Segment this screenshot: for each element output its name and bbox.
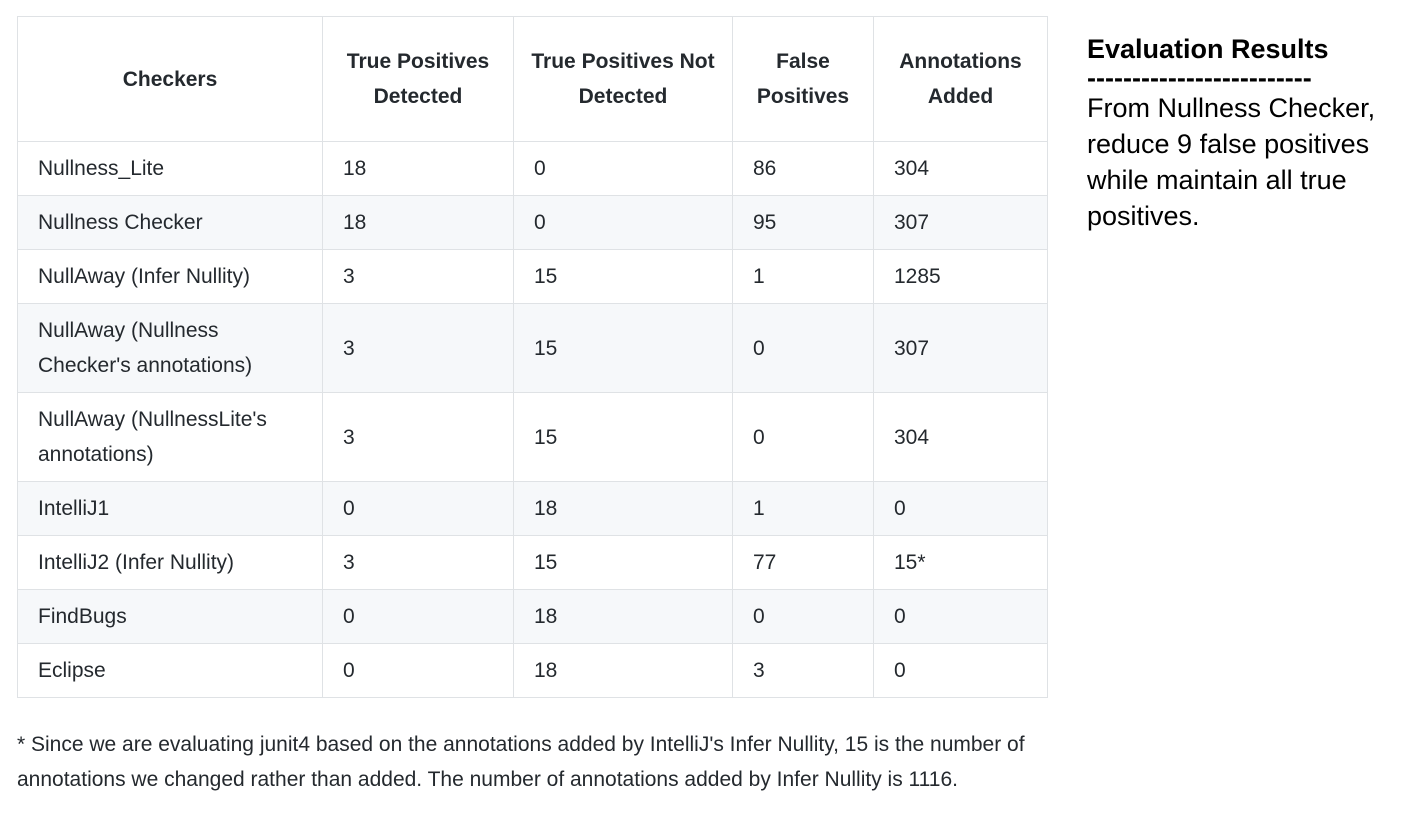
cell-checker: NullAway (Infer Nullity) <box>17 249 323 304</box>
cell-tp-detected: 0 <box>322 643 514 698</box>
cell-checker: Nullness Checker <box>17 195 323 250</box>
table-header-row: Checkers True Positives Detected True Po… <box>17 16 1048 142</box>
cell-annotations-added: 0 <box>873 481 1048 536</box>
cell-false-positives: 1 <box>732 481 874 536</box>
table-row: NullAway (Infer Nullity) 3 15 1 1285 <box>17 249 1048 304</box>
cell-tp-detected: 18 <box>322 195 514 250</box>
evaluation-summary-panel: Evaluation Results ---------------------… <box>1087 30 1419 234</box>
cell-annotations-added: 307 <box>873 195 1048 250</box>
header-annotations-added: Annotations Added <box>873 16 1048 142</box>
table-row: Eclipse 0 18 3 0 <box>17 643 1048 698</box>
cell-checker: NullAway (NullnessLite's annotations) <box>17 392 323 482</box>
cell-checker: IntelliJ2 (Infer Nullity) <box>17 535 323 590</box>
cell-tp-not-detected: 18 <box>513 643 733 698</box>
summary-title: Evaluation Results <box>1087 34 1329 64</box>
header-tp-detected: True Positives Detected <box>322 16 514 142</box>
cell-tp-detected: 0 <box>322 481 514 536</box>
cell-annotations-added: 0 <box>873 643 1048 698</box>
cell-tp-not-detected: 0 <box>513 195 733 250</box>
cell-false-positives: 1 <box>732 249 874 304</box>
table-row: NullAway (Nullness Checker's annotations… <box>17 303 1048 393</box>
cell-tp-detected: 3 <box>322 303 514 393</box>
table-row: Nullness_Lite 18 0 86 304 <box>17 141 1048 196</box>
cell-false-positives: 0 <box>732 589 874 644</box>
table-row: FindBugs 0 18 0 0 <box>17 589 1048 644</box>
cell-tp-detected: 3 <box>322 392 514 482</box>
cell-annotations-added: 0 <box>873 589 1048 644</box>
cell-tp-detected: 3 <box>322 535 514 590</box>
cell-annotations-added: 304 <box>873 392 1048 482</box>
cell-tp-not-detected: 15 <box>513 535 733 590</box>
table-row: IntelliJ1 0 18 1 0 <box>17 481 1048 536</box>
results-table-container: Checkers True Positives Detected True Po… <box>17 16 1048 698</box>
table-footnote: * Since we are evaluating junit4 based o… <box>17 733 1025 791</box>
summary-text: From Nullness Checker, reduce 9 false po… <box>1087 93 1376 231</box>
cell-annotations-added: 307 <box>873 303 1048 393</box>
cell-annotations-added: 1285 <box>873 249 1048 304</box>
cell-checker: NullAway (Nullness Checker's annotations… <box>17 303 323 393</box>
cell-tp-not-detected: 18 <box>513 589 733 644</box>
cell-checker: IntelliJ1 <box>17 481 323 536</box>
cell-false-positives: 0 <box>732 303 874 393</box>
cell-checker: Nullness_Lite <box>17 141 323 196</box>
cell-annotations-added: 304 <box>873 141 1048 196</box>
cell-tp-not-detected: 0 <box>513 141 733 196</box>
cell-false-positives: 95 <box>732 195 874 250</box>
table-row: IntelliJ2 (Infer Nullity) 3 15 77 15* <box>17 535 1048 590</box>
header-checkers: Checkers <box>17 16 323 142</box>
results-table: Checkers True Positives Detected True Po… <box>17 16 1048 698</box>
cell-false-positives: 77 <box>732 535 874 590</box>
cell-false-positives: 86 <box>732 141 874 196</box>
cell-annotations-added: 15* <box>873 535 1048 590</box>
cell-tp-not-detected: 15 <box>513 392 733 482</box>
cell-false-positives: 0 <box>732 392 874 482</box>
header-tp-not-detected: True Positives Not Detected <box>513 16 733 142</box>
cell-tp-not-detected: 18 <box>513 481 733 536</box>
cell-checker: FindBugs <box>17 589 323 644</box>
cell-tp-not-detected: 15 <box>513 303 733 393</box>
cell-tp-detected: 3 <box>322 249 514 304</box>
summary-divider: ------------------------- <box>1087 68 1312 90</box>
header-false-positives: False Positives <box>732 16 874 142</box>
table-row: NullAway (NullnessLite's annotations) 3 … <box>17 392 1048 482</box>
cell-tp-not-detected: 15 <box>513 249 733 304</box>
cell-tp-detected: 18 <box>322 141 514 196</box>
cell-false-positives: 3 <box>732 643 874 698</box>
cell-checker: Eclipse <box>17 643 323 698</box>
cell-tp-detected: 0 <box>322 589 514 644</box>
table-row: Nullness Checker 18 0 95 307 <box>17 195 1048 250</box>
